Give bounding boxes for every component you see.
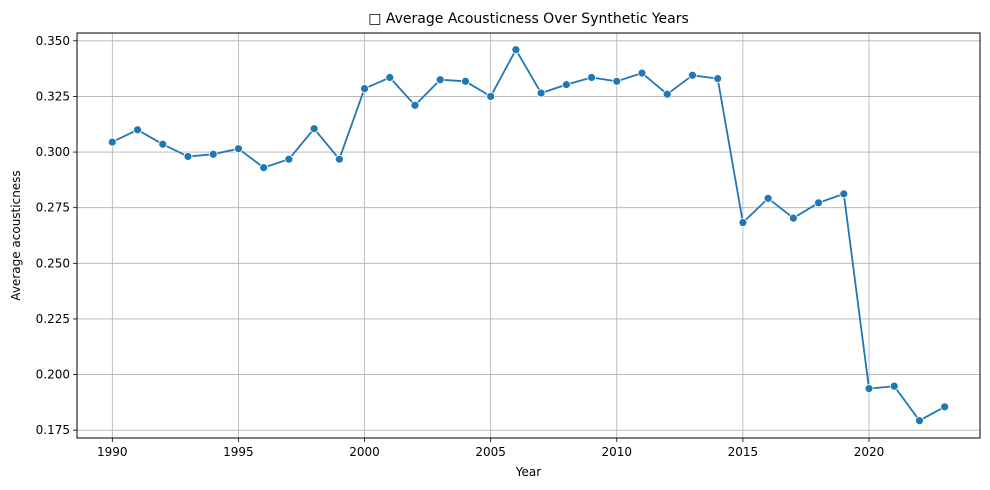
y-axis-label: Average acousticness [9,170,23,300]
data-point [637,68,647,78]
x-tick-label: 2000 [349,445,380,459]
y-tick-label: 0.275 [36,201,70,215]
data-point [158,139,168,149]
chart-title: □ Average Acousticness Over Synthetic Ye… [368,11,689,27]
series-layer [107,45,950,426]
data-point [814,198,823,208]
data-point [688,70,697,80]
data-point [309,124,319,134]
y-tick-label: 0.225 [36,312,70,326]
data-point [889,381,899,391]
x-axis-label: Year [515,465,541,479]
y-tick-label: 0.175 [36,423,70,437]
y-tick-label: 0.300 [36,145,70,159]
data-point [536,88,546,98]
data-point [561,80,571,90]
data-point [587,73,596,82]
data-point [486,92,496,101]
data-point [940,402,950,412]
data-point [435,75,445,85]
plot-frame [76,32,981,439]
data-point [713,74,723,84]
data-point [461,76,470,86]
y-axis: 0.175 0.200 0.225 0.250 0.275 0.300 0.325 0.350 [36,34,77,437]
y-tick-label: 0.250 [36,256,70,270]
data-point [133,125,142,135]
data-point [284,154,294,164]
y-tick-label: 0.350 [36,34,70,48]
data-point [612,76,622,86]
data-point [208,149,218,159]
grid [77,33,980,438]
data-point [385,73,395,82]
data-point [738,218,748,227]
data-point [864,384,874,393]
data-point [360,84,369,94]
x-tick-label: 2010 [602,445,633,459]
series-line [111,48,946,422]
data-point [511,45,521,55]
data-point [234,144,243,154]
data-point [839,189,849,199]
x-tick-label: 2015 [728,445,759,459]
x-tick-label: 1990 [97,445,128,459]
data-point [183,152,193,161]
x-axis: 1990 1995 2000 2005 2010 2015 2020 [97,438,884,459]
y-tick-label: 0.200 [36,368,70,382]
data-point [334,154,344,164]
data-point [259,163,269,173]
x-tick-label: 2020 [854,445,885,459]
y-tick-label: 0.325 [36,89,70,103]
data-point [107,137,117,147]
x-tick-label: 1995 [223,445,254,459]
data-point [410,100,420,110]
data-point [788,213,798,223]
data-point [662,89,672,99]
data-point [763,193,773,203]
x-tick-label: 2005 [475,445,506,459]
data-point [915,416,924,426]
